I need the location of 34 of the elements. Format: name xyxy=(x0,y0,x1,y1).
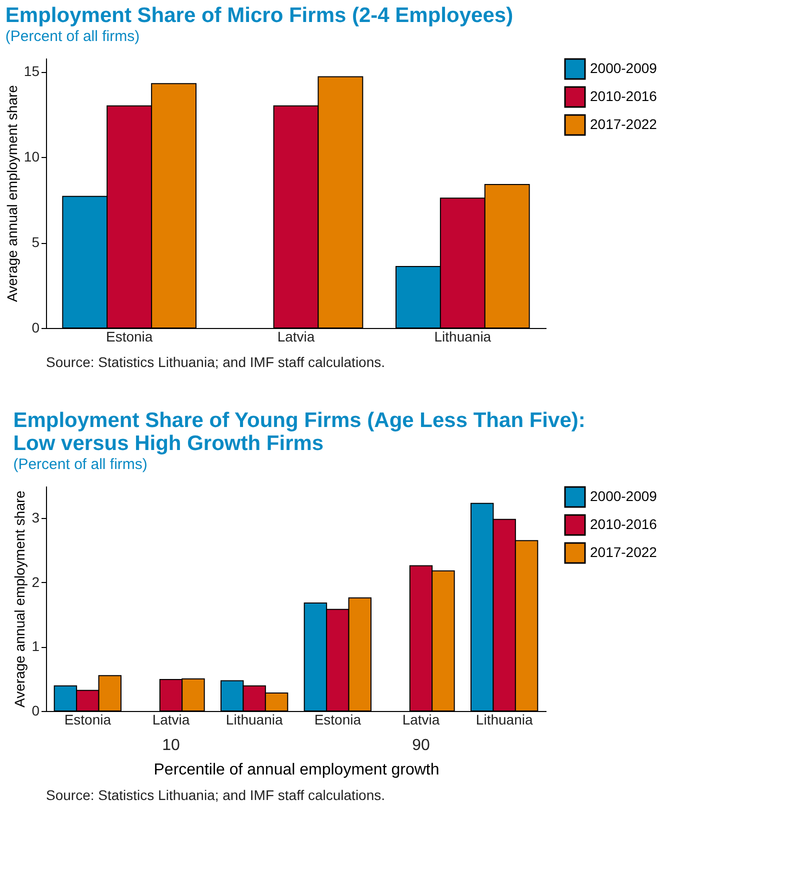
legend-label: 2017-2022 xyxy=(590,544,658,560)
legend-label: 2010-2016 xyxy=(590,88,658,104)
source-note: Source: Statistics Lithuania; and IMF staff calculations. xyxy=(46,787,386,803)
y-tick-label: 10 xyxy=(24,148,40,165)
legend-label: 2010-2016 xyxy=(590,516,658,532)
x-axis-title: Percentile of annual employment growth xyxy=(154,762,440,778)
legend-label: 2017-2022 xyxy=(590,116,658,132)
text: 10 xyxy=(162,737,180,754)
source-note: Source: Statistics Lithuania; and IMF staff calculations. xyxy=(46,354,386,370)
x-tick-label: Latvia xyxy=(277,328,315,344)
y-tick-label: 0 xyxy=(32,702,40,718)
y-axis-title: Average annual employment share xyxy=(4,84,20,302)
chart-subtitle: (Percent of all firms) xyxy=(5,28,140,45)
y-tick-label: 15 xyxy=(24,63,40,80)
y-tick-label: 2 xyxy=(32,574,40,590)
x-tick-label: Estonia xyxy=(106,328,153,344)
y-axis-title: Average annual employment share xyxy=(12,490,28,708)
y-tick-label: 1 xyxy=(32,638,40,654)
x-tick-label: Estonia xyxy=(314,712,362,728)
x-tick-label: Lithuania xyxy=(476,712,533,728)
chart-subtitle: (Percent of all firms) xyxy=(13,456,148,473)
y-tick-label: 3 xyxy=(32,510,40,526)
x-tick-label: Lithuania xyxy=(434,328,492,344)
y-tick-label: 5 xyxy=(32,234,40,250)
x-tick-label: Estonia xyxy=(64,712,112,728)
legend-label: 2000-2009 xyxy=(590,488,658,504)
text: 90 xyxy=(412,737,430,754)
x-tick-label: Latvia xyxy=(402,712,440,728)
legend-label: 2000-2009 xyxy=(590,60,658,76)
chart-title: Employment Share of Young Firms (Age Less Than Five): Low versus High Growth Firms xyxy=(13,409,586,455)
chart-title: Employment Share of Micro Firms (2-4 Employees) xyxy=(5,4,514,27)
x-tick-label: Latvia xyxy=(152,712,190,728)
y-tick-label: 0 xyxy=(32,320,40,336)
x-tick-label: Lithuania xyxy=(226,712,283,728)
